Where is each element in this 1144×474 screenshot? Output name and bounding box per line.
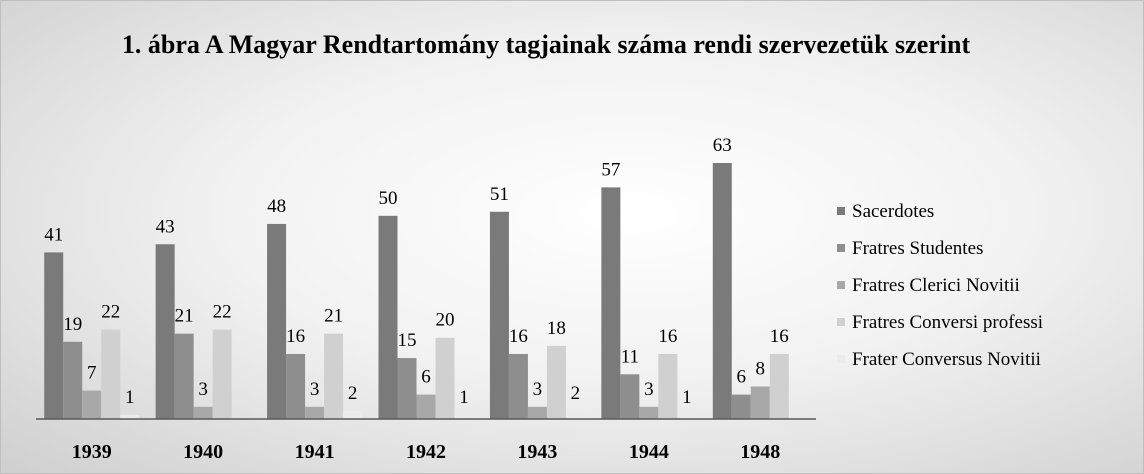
chart-title: 1. ábra A Magyar Rendtartomány tagjainak… [121,30,971,59]
bar [731,394,751,419]
bar [435,337,455,419]
data-label: 21 [324,306,343,327]
bar [750,386,770,419]
legend-swatch [837,207,845,215]
data-label: 50 [379,188,398,209]
bar [101,329,121,419]
bar [378,215,398,419]
data-label: 3 [310,379,320,400]
data-label: 2 [348,383,358,404]
bar [620,374,640,419]
legend-label: Sacerdotes [852,201,934,222]
x-tick-label: 1944 [629,441,669,463]
data-label: 16 [770,326,789,347]
data-label: 6 [737,367,747,388]
bar [527,406,547,419]
data-label: 16 [509,326,528,347]
data-label: 1 [459,387,469,408]
data-label: 3 [533,379,543,400]
bar [416,394,436,419]
bar [286,353,306,419]
data-label: 20 [436,310,455,331]
bar [193,406,213,419]
legend-label: Fratres Conversi professi [852,312,1043,333]
legend-label: Fratres Studentes [852,238,983,259]
bar [677,414,697,419]
data-label: 7 [87,363,97,384]
bar [658,353,678,419]
legend-swatch [837,318,845,326]
data-label: 11 [621,346,639,367]
data-label: 1 [682,387,692,408]
bar [155,244,175,419]
bar [174,333,194,419]
bar [82,390,102,419]
bar [305,406,325,419]
legend-swatch [837,355,845,363]
legend-label: Frater Conversus Novitii [852,349,1041,370]
data-label: 3 [198,379,208,400]
data-label: 51 [490,184,509,205]
data-label: 16 [658,326,677,347]
data-label: 19 [63,314,82,335]
x-tick-label: 1942 [406,441,446,463]
bar [601,187,621,419]
data-label: 1 [125,387,135,408]
data-label: 48 [267,196,286,217]
bar [454,414,474,419]
data-label: 63 [713,135,732,156]
data-label: 21 [175,306,194,327]
bar [267,223,287,419]
bar [120,414,140,419]
x-tick-label: 1939 [72,441,112,463]
bar [565,410,585,419]
legend-swatch [837,244,845,252]
data-label: 2 [571,383,581,404]
legend-swatch [837,281,845,289]
data-label: 3 [644,379,654,400]
bar [639,406,659,419]
bar [712,163,732,419]
bar [489,211,509,419]
data-label: 22 [213,302,232,323]
data-label: 6 [421,367,431,388]
data-label: 15 [398,330,417,351]
data-label: 41 [44,224,63,245]
data-label: 22 [101,302,120,323]
x-tick-label: 1941 [295,441,335,463]
data-label: 57 [601,159,620,180]
bar [63,341,83,419]
data-label: 16 [286,326,305,347]
data-label: 43 [156,216,175,237]
x-tick-label: 1948 [740,441,780,463]
bar [343,410,363,419]
legend-label: Fratres Clerici Novitii [852,275,1020,296]
bar [769,353,789,419]
bar [324,333,344,419]
x-tick-label: 1943 [517,441,557,463]
data-label: 8 [756,358,766,379]
bar [508,353,528,419]
x-tick-label: 1940 [183,441,223,463]
bar [546,345,566,419]
bar [44,252,64,419]
data-label: 18 [547,318,566,339]
bar [397,358,417,419]
bar [212,329,232,419]
